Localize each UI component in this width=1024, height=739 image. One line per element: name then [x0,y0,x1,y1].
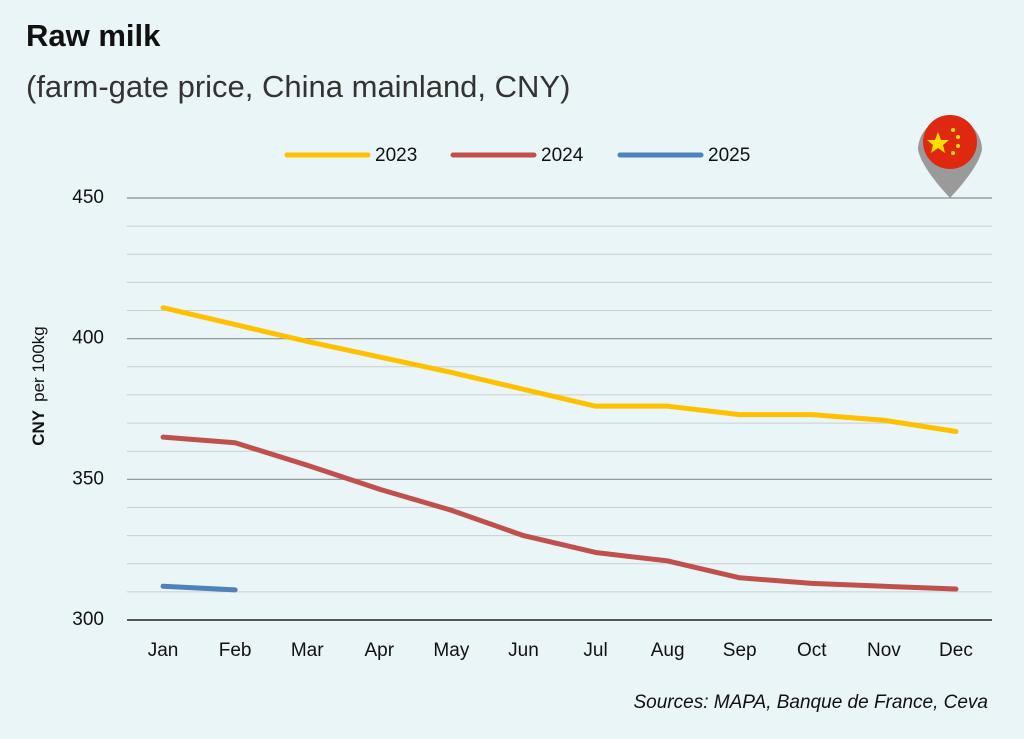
x-tick-label: Apr [365,640,395,661]
x-tick-label: Jul [583,640,607,661]
legend-label: 2023 [375,145,417,166]
y-tick-label: 400 [72,328,104,349]
legend-label: 2024 [541,145,584,166]
legend-label: 2025 [708,145,750,166]
x-tick-label: May [433,640,469,661]
y-tick-label: 450 [72,187,104,208]
source-note: Sources: MAPA, Banque de France, Ceva [634,692,989,713]
x-tick-label: Sep [723,640,757,661]
flag-pin [918,115,982,198]
chart-title: Raw milk [26,18,161,53]
x-tick-label: Dec [939,640,973,661]
series-line [160,583,238,593]
x-tick-label: Jun [508,640,539,661]
x-tick-label: Mar [291,640,324,661]
y-axis-label-unit: per 100kg [29,326,48,402]
y-tick-label: 350 [72,468,104,489]
x-tick-label: Nov [867,640,901,661]
series-line [160,434,959,592]
y-axis-label: CNY per 100kg [29,326,48,446]
x-tick-label: Jan [148,640,179,661]
x-tick-label: Feb [219,640,252,661]
x-tick-label: Oct [797,640,827,661]
y-axis-label-main: CNY [29,409,48,446]
chart-subtitle: (farm-gate price, China mainland, CNY) [26,69,570,104]
x-tick-label: Aug [651,640,685,661]
series-line [160,305,959,435]
y-tick-label: 300 [72,609,104,630]
